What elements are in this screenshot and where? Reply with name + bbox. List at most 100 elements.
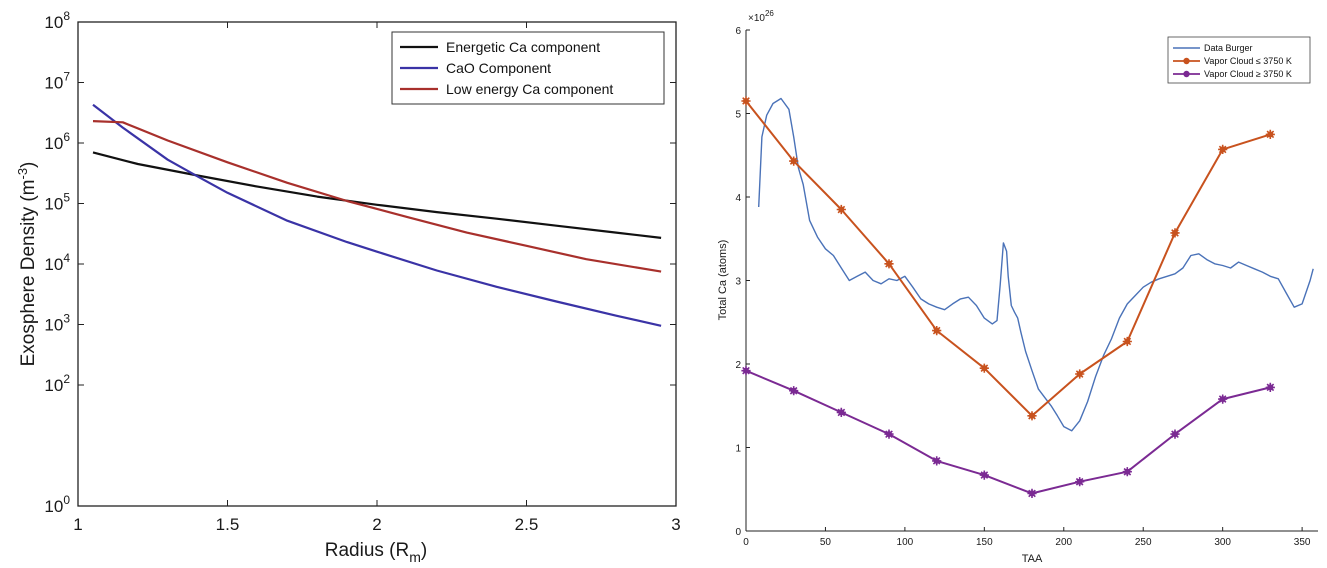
right-x-tick-label: 0 [743, 537, 749, 548]
legend-label-low-energy: Low energy Ca component [446, 81, 613, 97]
legend-entry-vapor-high: Vapor Cloud ≥ 3750 K [1173, 69, 1292, 79]
right-y-tick-labels: 0 1 2 3 4 5 6 [735, 26, 741, 538]
series-marker-star [979, 470, 989, 480]
series-marker-star [932, 326, 942, 336]
series-line-energetic-ca [92, 151, 662, 239]
series-line-cao [92, 103, 662, 327]
series-line-vapor-cloud-low [745, 100, 1271, 417]
left-y-tick-label: 105 [44, 191, 70, 214]
series-line-low-energy-ca [92, 120, 662, 273]
series-marker-vapor-cloud-high [884, 429, 894, 439]
series-marker-vapor-cloud-low [1218, 144, 1228, 154]
left-x-axis-label: Radius (Rm) [325, 540, 427, 565]
right-y-tick-label: 0 [735, 527, 741, 538]
left-x-tick-label: 2.5 [515, 515, 539, 534]
series-marker-vapor-cloud-low [884, 259, 894, 269]
series-marker-star [1075, 369, 1085, 379]
series-marker-vapor-cloud-high [789, 386, 799, 396]
right-legend-box [1167, 36, 1311, 84]
right-legend: Data Burger Vapor Cloud ≤ 3750 K Vapor C… [1167, 36, 1311, 84]
series-marker-star [884, 429, 894, 439]
series-marker-vapor-cloud-high [979, 470, 989, 480]
legend-marker-vapor-high [1183, 70, 1190, 78]
legend-entry-vapor-low: Vapor Cloud ≤ 3750 K [1173, 56, 1292, 66]
right-series-layer [741, 96, 1314, 498]
series-marker-star [1027, 411, 1037, 421]
legend-label-vapor-high: Vapor Cloud ≥ 3750 K [1204, 69, 1292, 79]
series-marker-star [1265, 129, 1275, 139]
right-y-tick-label: 3 [735, 277, 741, 288]
left-y-tick-label: 107 [44, 70, 70, 93]
series-marker-star [1075, 477, 1085, 487]
right-x-tick-label: 300 [1214, 537, 1231, 548]
right-y-tick-label: 2 [735, 360, 741, 371]
legend-label-energetic: Energetic Ca component [446, 39, 600, 55]
legend-entry-energetic: Energetic Ca component [400, 39, 600, 55]
right-x-tick-label: 50 [820, 537, 832, 548]
right-y-tick-label: 4 [735, 193, 741, 204]
left-y-tick-label: 103 [44, 312, 70, 335]
series-marker-vapor-cloud-low [979, 363, 989, 373]
left-x-tick-label: 1 [73, 515, 82, 534]
left-x-tick-label: 2 [372, 515, 381, 534]
series-marker-vapor-cloud-low [1122, 336, 1132, 347]
right-x-tick-label: 350 [1294, 537, 1311, 548]
left-x-tick-labels: 1 1.5 2 2.5 3 [73, 515, 680, 534]
series-marker-vapor-cloud-low [741, 96, 751, 106]
series-line-vapor-cloud-high [745, 369, 1271, 495]
series-marker-star [1265, 382, 1275, 392]
series-marker-vapor-cloud-high [1075, 477, 1085, 487]
series-marker-vapor-cloud-high [836, 407, 846, 417]
series-marker-vapor-cloud-high [1265, 382, 1275, 392]
series-marker-star [1218, 394, 1228, 404]
left-y-tick-label: 100 [44, 493, 70, 516]
right-x-tick-label: 150 [976, 537, 993, 548]
left-y-tick-label: 106 [44, 130, 70, 153]
right-tick-marks [745, 29, 1303, 532]
legend-marker-vapor-low [1183, 57, 1190, 65]
series-marker-star [741, 366, 751, 376]
series-marker-vapor-cloud-low [836, 204, 846, 215]
series-marker-star [1170, 228, 1180, 238]
series-marker-star [741, 96, 751, 106]
series-marker-star [932, 456, 942, 466]
left-x-tick-label: 1.5 [216, 515, 240, 534]
legend-entry-low-energy: Low energy Ca component [400, 81, 613, 97]
series-marker-vapor-cloud-high [1218, 394, 1228, 404]
series-marker-vapor-cloud-high [1170, 429, 1180, 439]
series-marker-star [1122, 336, 1132, 347]
series-marker-star [884, 259, 894, 269]
right-y-tick-label: 1 [735, 444, 741, 455]
right-x-tick-label: 200 [1055, 537, 1072, 548]
legend-entry-cao: CaO Component [400, 60, 551, 76]
series-marker-star [836, 407, 846, 417]
legend-label-data-burger: Data Burger [1204, 43, 1253, 53]
series-marker-vapor-cloud-low [932, 326, 942, 336]
right-x-axis-label: TAA [1022, 553, 1043, 565]
series-marker-vapor-cloud-low [1027, 411, 1037, 421]
series-marker-star [979, 363, 989, 373]
legend-label-vapor-low: Vapor Cloud ≤ 3750 K [1204, 56, 1292, 66]
right-y-tick-label: 6 [735, 26, 741, 37]
left-y-tick-label: 104 [44, 251, 70, 274]
left-tick-marks [77, 21, 677, 507]
right-y-exponent: ×1026 [748, 9, 774, 24]
right-y-axis-label: Total Ca (atoms) [717, 240, 729, 321]
left-y-axis-label: Exosphere Density (m-3) [15, 162, 39, 367]
series-marker-vapor-cloud-high [932, 456, 942, 466]
series-marker-star [789, 156, 799, 166]
series-marker-star [836, 204, 846, 215]
series-marker-star [1170, 429, 1180, 439]
left-y-tick-labels: 100 102 103 104 105 106 107 108 [44, 9, 70, 516]
series-marker-star [1218, 144, 1228, 154]
series-marker-star [1027, 488, 1037, 498]
series-marker-vapor-cloud-high [1027, 488, 1037, 498]
right-y-tick-label: 5 [735, 110, 741, 121]
exosphere-density-chart: 1 1.5 2 2.5 3 100 102 103 104 105 106 107 108 Radiu… [15, 9, 681, 565]
series-marker-vapor-cloud-low [789, 156, 799, 166]
series-marker-vapor-cloud-high [1122, 467, 1132, 477]
series-marker-vapor-cloud-low [1265, 129, 1275, 139]
legend-entry-data-burger: Data Burger [1173, 43, 1253, 53]
left-y-tick-label: 108 [44, 9, 70, 32]
